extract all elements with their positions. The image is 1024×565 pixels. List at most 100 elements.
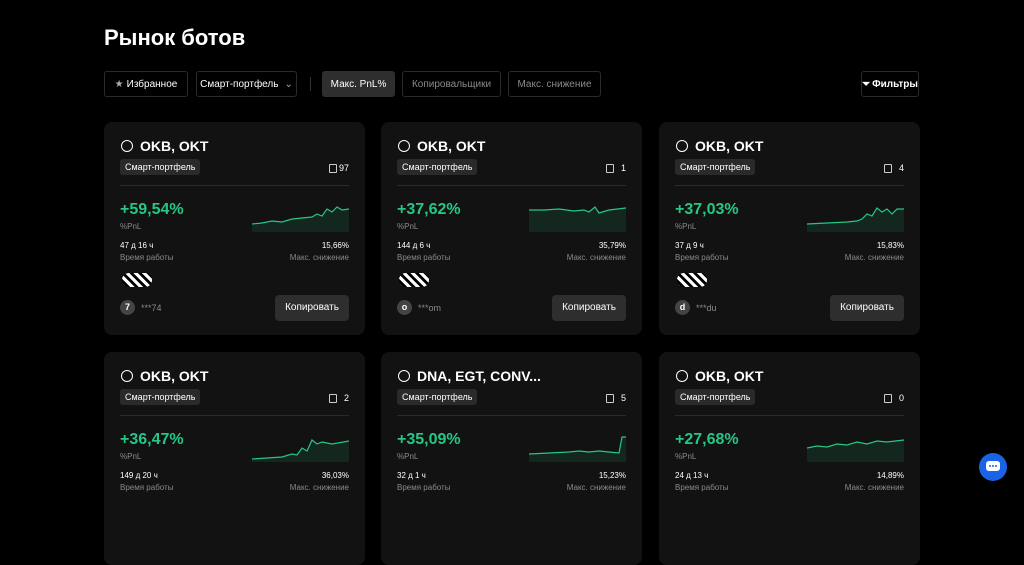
- coin-icon: [676, 140, 688, 152]
- avatar: o: [397, 300, 412, 315]
- coin-icon: [121, 140, 133, 152]
- avatar: 7: [120, 300, 135, 315]
- pnl: +37,62%: [397, 201, 461, 218]
- pnl-label: %PnL: [675, 222, 697, 231]
- sparkline: [529, 436, 626, 462]
- pnl: +27,68%: [675, 431, 739, 448]
- copy-icon: [329, 394, 337, 403]
- pnl-label: %PnL: [397, 452, 419, 461]
- pnl: +35,09%: [397, 431, 461, 448]
- portfolio-dropdown[interactable]: Смарт-портфель ⌄: [196, 71, 297, 97]
- drawdown: 35,79%: [598, 241, 626, 250]
- chat-button[interactable]: [979, 453, 1007, 481]
- sparkline: [807, 207, 904, 232]
- page: Рынок ботов ★ Избранное Смарт-портфель ⌄ М…: [104, 25, 1007, 565]
- avatar: d: [675, 300, 690, 315]
- copy-icon: [884, 394, 892, 403]
- pnl-label: %PnL: [120, 222, 142, 231]
- strategy-icons: [122, 273, 152, 287]
- tag: Смарт-портфель: [397, 159, 478, 175]
- runtime-label: Время работы: [397, 483, 451, 492]
- copy-button[interactable]: Копировать: [830, 295, 904, 321]
- pnl-label: %PnL: [675, 452, 697, 461]
- user: ***du: [696, 303, 717, 313]
- copy-icon: [606, 164, 614, 173]
- coins: OKB, OKT: [417, 138, 486, 154]
- pnl: +59,54%: [120, 201, 184, 218]
- pnl: +37,03%: [675, 201, 739, 218]
- runtime-label: Время работы: [675, 253, 729, 262]
- runtime-label: Время работы: [120, 483, 174, 492]
- drawdown-label: Макс. снижение: [566, 483, 626, 492]
- separator: [310, 77, 311, 91]
- tag: Смарт-портфель: [675, 159, 756, 175]
- bot-card[interactable]: OKB, OKT Смарт-портфель 4 +37,03% %PnL 37 д 9…: [659, 122, 920, 335]
- drawdown-label: Макс. снижение: [289, 253, 349, 262]
- bot-card[interactable]: OKB, OKT Смарт-портфель 2 +36,47% %PnL 149 д …: [104, 352, 365, 565]
- pnl: +36,47%: [120, 431, 184, 448]
- tag: Смарт-портфель: [120, 159, 201, 175]
- drawdown-label: Макс. снижение: [289, 483, 349, 492]
- user: ***om: [418, 303, 442, 313]
- sparkline: [252, 439, 349, 462]
- tag: Смарт-портфель: [675, 389, 756, 405]
- drawdown-label: Макс. снижение: [844, 253, 904, 262]
- divider: [675, 185, 904, 186]
- runtime: 32 д 1 ч: [397, 471, 426, 480]
- coin-icon: [121, 370, 133, 382]
- runtime-label: Время работы: [120, 253, 174, 262]
- drawdown: 14,89%: [876, 471, 904, 480]
- coins: OKB, OKT: [140, 368, 209, 384]
- bot-card[interactable]: OKB, OKT Смарт-портфель 97 +59,54% %PnL 47 д …: [104, 122, 365, 335]
- copy-icon: [329, 164, 337, 173]
- copy-button[interactable]: Копировать: [275, 295, 349, 321]
- runtime-label: Время работы: [397, 253, 451, 262]
- bot-card[interactable]: OKB, OKT Смарт-портфель 0 +27,68% %PnL 24 д 1…: [659, 352, 920, 565]
- drawdown: 15,66%: [321, 241, 349, 250]
- copies: 97: [338, 163, 349, 173]
- runtime: 37 д 9 ч: [675, 241, 704, 250]
- sparkline: [807, 439, 904, 462]
- filters-button[interactable]: ⏷ Фильтры: [861, 71, 919, 97]
- sort-button[interactable]: Макс. PnL%: [322, 71, 395, 97]
- coins: OKB, OKT: [140, 138, 209, 154]
- copies: 4: [898, 163, 904, 173]
- coin-icon: [398, 140, 410, 152]
- strategy-icons: [677, 273, 707, 287]
- coins: DNA, EGT, CONV...: [417, 368, 541, 384]
- sort-button[interactable]: Макс. снижение: [508, 71, 601, 97]
- strategy-icons: [399, 273, 429, 287]
- drawdown-label: Макс. снижение: [566, 253, 626, 262]
- sort-button[interactable]: Копировальщики: [402, 71, 501, 97]
- user: ***74: [141, 303, 162, 313]
- drawdown: 15,23%: [598, 471, 626, 480]
- favorites-button[interactable]: ★ Избранное: [104, 71, 188, 97]
- copies: 5: [620, 393, 626, 403]
- pnl-label: %PnL: [397, 222, 419, 231]
- drawdown-label: Макс. снижение: [844, 483, 904, 492]
- runtime: 24 д 13 ч: [675, 471, 709, 480]
- label: Фильтры: [872, 78, 918, 90]
- copy-icon: [884, 164, 892, 173]
- bot-card[interactable]: DNA, EGT, CONV... Смарт-портфель 5 +35,09%%…: [381, 352, 642, 565]
- coins: OKB, OKT: [695, 138, 764, 154]
- runtime: 47 д 16 ч: [120, 241, 154, 250]
- label: Избранное: [126, 78, 178, 90]
- copies: 2: [343, 393, 349, 403]
- chat-icon: [986, 461, 1000, 471]
- copy-button[interactable]: Копировать: [552, 295, 626, 321]
- bot-card[interactable]: OKB, OKT Смарт-портфель 1 +37,62% %PnL 144 д …: [381, 122, 642, 335]
- label: Смарт-портфель: [200, 78, 279, 90]
- page-title: Рынок ботов: [104, 25, 246, 50]
- divider: [397, 415, 626, 416]
- copy-icon: [606, 394, 614, 403]
- runtime: 149 д 20 ч: [120, 471, 158, 480]
- copies: 0: [898, 393, 904, 403]
- sparkline: [529, 206, 626, 232]
- divider: [120, 185, 349, 186]
- coin-icon: [676, 370, 688, 382]
- tag: Смарт-портфель: [120, 389, 201, 405]
- tag: Смарт-портфель: [397, 389, 478, 405]
- coins: OKB, OKT: [695, 368, 764, 384]
- copies: 1: [620, 163, 626, 173]
